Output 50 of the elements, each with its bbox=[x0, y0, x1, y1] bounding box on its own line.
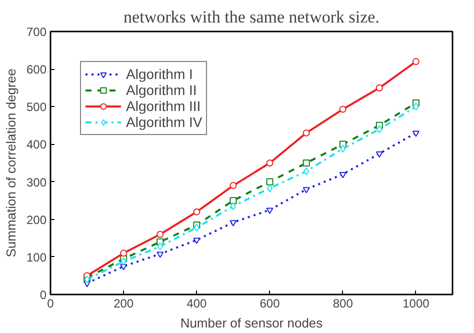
point bbox=[230, 197, 237, 204]
point bbox=[120, 264, 128, 270]
x-tick-label: 800 bbox=[332, 296, 354, 310]
point bbox=[120, 250, 128, 257]
point bbox=[302, 129, 310, 136]
point bbox=[156, 252, 164, 258]
x-tick-label: 600 bbox=[260, 296, 280, 310]
y-tick-label: 400 bbox=[26, 138, 47, 152]
point bbox=[376, 125, 382, 134]
x-tick-label: 400 bbox=[186, 296, 208, 310]
y-tick-label: 600 bbox=[26, 62, 47, 77]
point bbox=[266, 160, 274, 166]
y-tick-label: 100 bbox=[26, 250, 47, 264]
point bbox=[266, 178, 274, 186]
point bbox=[230, 182, 237, 190]
point bbox=[302, 187, 310, 194]
point bbox=[193, 208, 200, 216]
point bbox=[340, 144, 346, 153]
point bbox=[193, 238, 200, 244]
x-axis-title: Number of sensor nodes bbox=[180, 316, 324, 330]
text: networks with the same network size. bbox=[124, 8, 380, 26]
point bbox=[120, 257, 126, 266]
legend-label: Algorithm I bbox=[126, 66, 193, 82]
y-tick-label: 500 bbox=[26, 100, 47, 114]
point bbox=[376, 151, 383, 158]
point bbox=[230, 220, 237, 226]
point bbox=[339, 106, 346, 113]
y-tick-label: 300 bbox=[26, 175, 47, 190]
point bbox=[303, 167, 310, 176]
point bbox=[230, 202, 236, 210]
point bbox=[412, 130, 420, 137]
point bbox=[157, 242, 163, 250]
y-axis-title: Summation of correlation degree bbox=[3, 68, 18, 258]
legend-label: Algorithm II bbox=[126, 82, 197, 98]
point bbox=[266, 208, 274, 214]
y-tick-label: 200 bbox=[26, 212, 47, 227]
point bbox=[302, 160, 310, 166]
legend-label: Algorithm III bbox=[126, 98, 201, 114]
point bbox=[413, 102, 419, 111]
y-tick-label: 700 bbox=[26, 25, 47, 39]
x-tick-label: 200 bbox=[114, 296, 134, 310]
point bbox=[412, 58, 420, 66]
legend-label: Algorithm IV bbox=[126, 114, 202, 130]
point bbox=[339, 172, 346, 178]
x-tick-label: 1000 bbox=[402, 296, 430, 310]
point bbox=[194, 224, 200, 232]
point bbox=[156, 230, 164, 238]
point bbox=[266, 184, 273, 192]
y-tick-label: 0 bbox=[40, 288, 47, 302]
point bbox=[376, 84, 383, 92]
